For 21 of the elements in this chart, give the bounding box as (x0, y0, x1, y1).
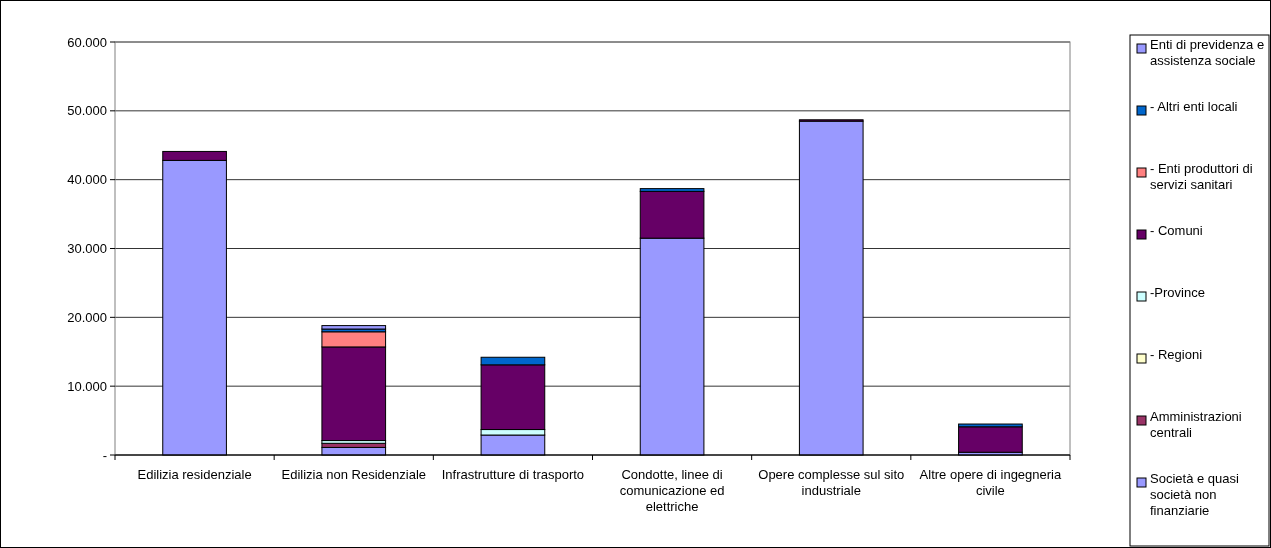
x-tick-label: Condotte, linee di comunicazione ed elettriche (619, 467, 725, 514)
legend-label: - Regioni (1150, 347, 1203, 362)
x-tick-label: Infrastrutture di trasporto (441, 467, 585, 482)
x-tick-label: Altre opere di ingegneria civile (919, 467, 1063, 498)
y-tick-label: 60.000 (67, 34, 107, 50)
legend-label: - Altri enti locali (1150, 99, 1238, 114)
y-tick-label: - (102, 447, 107, 463)
legend-label: Enti di previdenza e assistenza sociale (1150, 37, 1265, 68)
y-tick-label: 30.000 (67, 241, 107, 257)
x-tick-label: Edilizia non Residenziale (281, 467, 427, 482)
y-tick-label: 50.000 (67, 103, 107, 119)
y-tick-label: 10.000 (67, 378, 107, 394)
x-tick-label: Opere complesse sul sito industriale (758, 467, 905, 498)
legend-label: - Comuni (1150, 223, 1203, 238)
legend-label: Società e quasi società non finanziarie (1150, 471, 1239, 518)
legend-label: Amministrazioni centrali (1150, 409, 1242, 440)
y-tick-label: 20.000 (67, 309, 107, 325)
legend-label: -Province (1150, 285, 1205, 300)
x-tick-label: Edilizia residenziale (137, 467, 252, 482)
legend-label: - Enti produttori di servizi sanitari (1150, 161, 1253, 192)
y-tick-label: 40.000 (67, 172, 107, 188)
